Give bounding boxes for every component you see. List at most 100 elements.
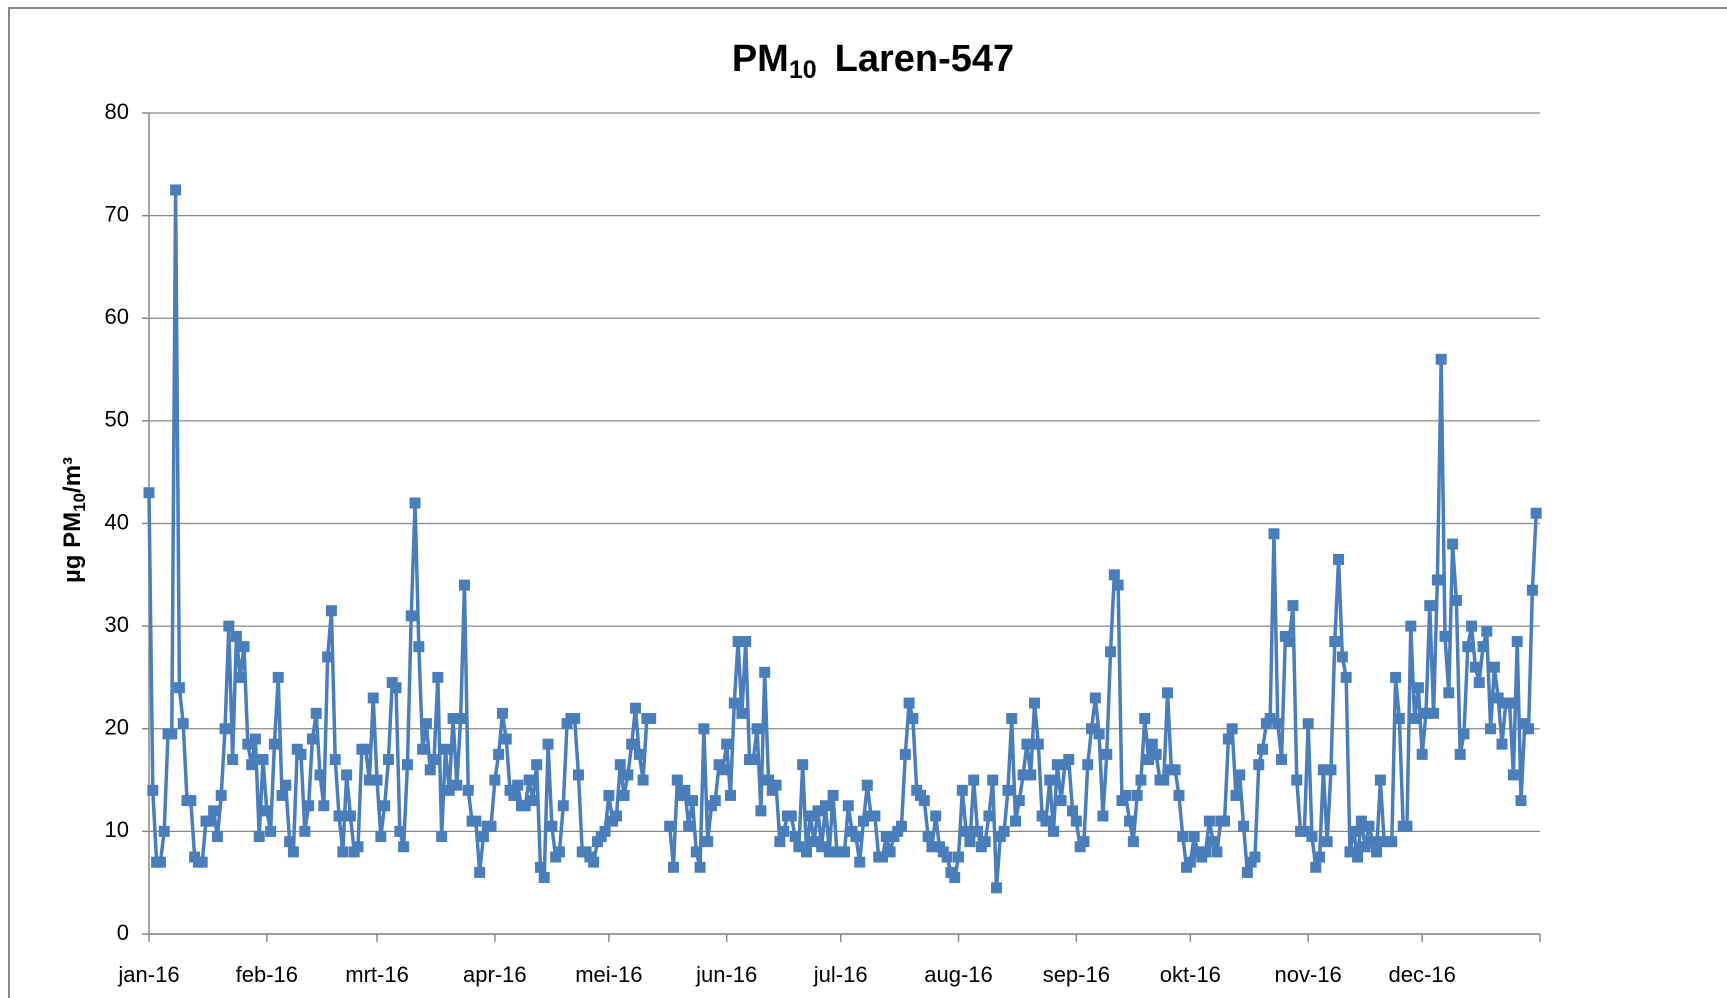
data-marker — [671, 774, 683, 786]
data-marker — [436, 831, 448, 843]
data-marker — [1420, 707, 1432, 719]
data-marker — [1329, 636, 1341, 648]
data-marker — [1105, 646, 1117, 658]
data-marker — [960, 825, 972, 837]
data-marker — [280, 779, 292, 791]
data-marker — [341, 769, 353, 781]
data-marker — [1207, 836, 1219, 848]
data-marker — [762, 774, 774, 786]
data-marker — [991, 882, 1003, 894]
data-marker — [432, 671, 444, 683]
data-marker — [1523, 723, 1535, 735]
data-marker — [272, 671, 284, 683]
data-marker — [797, 759, 809, 771]
data-marker — [903, 697, 915, 709]
data-marker — [1443, 687, 1455, 699]
data-marker — [451, 779, 463, 791]
data-marker — [968, 774, 980, 786]
data-marker — [702, 836, 714, 848]
data-marker — [1158, 774, 1170, 786]
data-marker — [1355, 815, 1367, 827]
data-marker — [789, 831, 801, 843]
data-marker — [1363, 820, 1375, 832]
data-marker — [534, 861, 546, 873]
data-marker — [1211, 846, 1223, 858]
y-label-subscript: 10 — [70, 493, 89, 512]
data-marker — [1530, 507, 1542, 519]
data-marker — [1344, 846, 1356, 858]
data-marker — [1264, 712, 1276, 724]
y-axis-label: µg PM10/m³ — [59, 457, 89, 583]
data-marker — [645, 712, 657, 724]
data-marker — [603, 789, 615, 801]
data-marker — [546, 820, 558, 832]
data-marker — [223, 620, 235, 632]
y-tick-label: 0 — [117, 920, 129, 945]
data-marker — [614, 759, 626, 771]
data-marker — [322, 651, 334, 663]
data-marker — [884, 846, 896, 858]
data-marker — [333, 810, 345, 822]
x-tick-label: feb-16 — [236, 962, 298, 987]
data-marker — [1051, 759, 1063, 771]
data-marker — [1082, 759, 1094, 771]
data-marker — [284, 836, 296, 848]
data-marker — [732, 636, 744, 648]
data-marker — [458, 579, 470, 591]
data-marker — [1390, 671, 1402, 683]
data-marker — [618, 789, 630, 801]
data-marker — [173, 682, 185, 694]
data-marker — [941, 851, 953, 863]
data-marker — [1120, 789, 1132, 801]
data-marker — [542, 738, 554, 750]
data-marker — [538, 872, 550, 884]
data-marker — [1146, 738, 1158, 750]
data-marker — [367, 692, 379, 704]
data-marker — [405, 610, 417, 622]
data-marker — [622, 769, 634, 781]
data-marker — [1454, 748, 1466, 760]
data-marker — [808, 836, 820, 848]
data-marker — [1488, 661, 1500, 673]
data-marker — [816, 841, 828, 853]
data-marker — [417, 743, 429, 755]
data-marker — [447, 712, 459, 724]
chart-frame — [8, 7, 1727, 998]
data-marker — [196, 856, 208, 868]
data-marker — [1507, 769, 1519, 781]
data-marker — [379, 800, 391, 812]
data-marker — [420, 718, 432, 730]
data-marker — [219, 723, 231, 735]
data-marker — [626, 738, 638, 750]
data-marker — [234, 671, 246, 683]
data-marker — [683, 820, 695, 832]
data-marker — [1515, 795, 1527, 807]
data-marker — [1298, 825, 1310, 837]
data-marker — [401, 759, 413, 771]
data-marker — [394, 825, 406, 837]
data-marker — [1124, 815, 1136, 827]
data-marker — [177, 718, 189, 730]
data-marker — [759, 666, 771, 678]
data-marker — [1101, 748, 1113, 760]
data-marker — [1393, 712, 1405, 724]
data-marker — [1040, 815, 1052, 827]
data-marker — [778, 825, 790, 837]
data-marker — [295, 748, 307, 760]
data-marker — [774, 836, 786, 848]
data-marker — [1010, 815, 1022, 827]
data-marker — [972, 825, 984, 837]
data-marker — [1029, 697, 1041, 709]
data-marker — [896, 820, 908, 832]
data-marker — [1511, 636, 1523, 648]
data-marker — [390, 682, 402, 694]
data-marker — [1013, 795, 1025, 807]
data-marker — [1222, 733, 1234, 745]
data-marker — [382, 754, 394, 766]
data-marker — [375, 831, 387, 843]
data-marker — [371, 774, 383, 786]
data-marker — [310, 707, 322, 719]
data-marker — [736, 707, 748, 719]
data-marker — [306, 733, 318, 745]
data-marker — [325, 605, 337, 617]
